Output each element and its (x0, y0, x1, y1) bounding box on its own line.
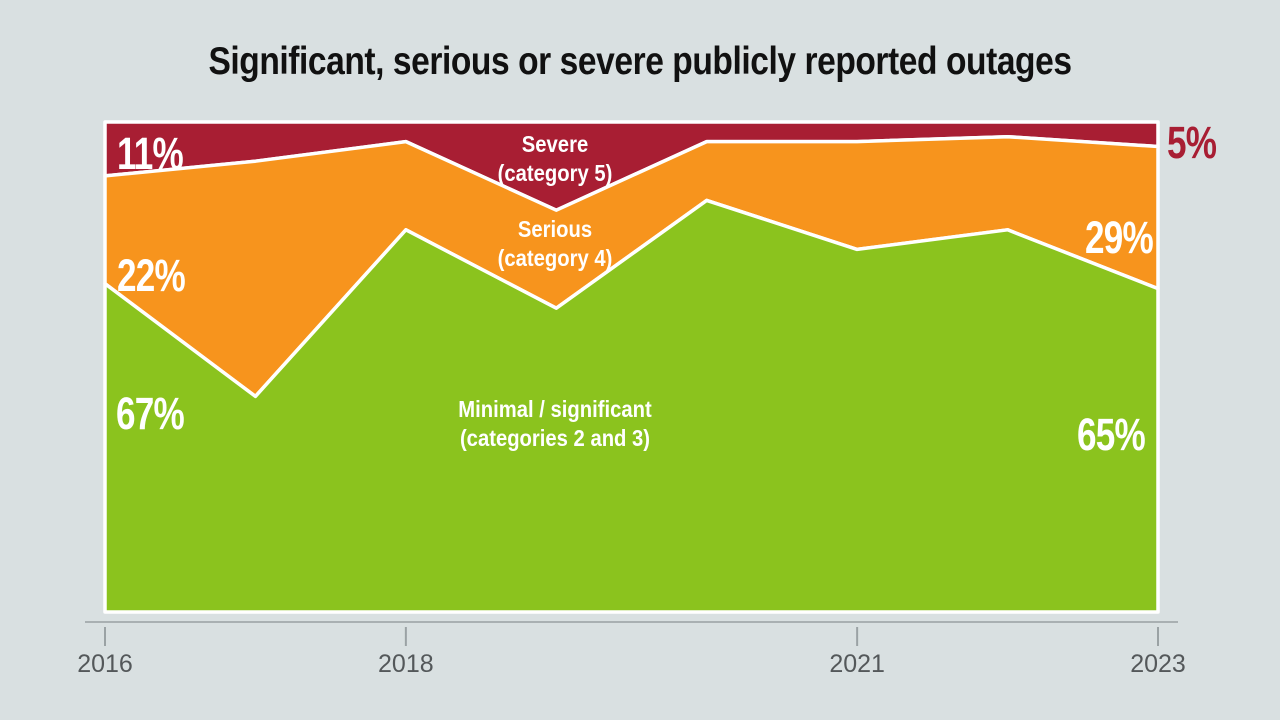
value-label-2023-minimal: 65% (1077, 409, 1146, 460)
x-axis-label-2021: 2021 (829, 650, 885, 678)
x-axis-label-2018: 2018 (378, 650, 434, 678)
series-label-serious: Serious (category 4) (498, 215, 613, 273)
series-label-serious-line2: (category 4) (497, 245, 613, 271)
series-label-severe: Severe (category 5) (498, 130, 613, 188)
series-label-minimal-line1: Minimal / significant (458, 396, 652, 422)
series-label-minimal: Minimal / significant (categories 2 and … (458, 395, 651, 453)
x-axis-label-2023: 2023 (1130, 650, 1186, 678)
series-label-minimal-line2: (categories 2 and 3) (459, 425, 651, 451)
series-label-severe-line1: Severe (521, 131, 589, 157)
value-label-2016-serious: 22% (117, 250, 186, 301)
area-minimal (103, 198, 1160, 614)
series-label-serious-line1: Serious (517, 216, 593, 242)
value-label-2016-severe: 11% (117, 128, 184, 179)
chart-title: Significant, serious or severe publicly … (208, 40, 1072, 83)
series-label-severe-line2: (category 5) (497, 160, 613, 186)
value-label-2023-serious: 29% (1085, 212, 1154, 263)
value-label-2016-minimal: 67% (116, 388, 185, 439)
x-axis-label-2016: 2016 (77, 650, 133, 678)
value-label-2023-severe: 5% (1167, 117, 1217, 168)
